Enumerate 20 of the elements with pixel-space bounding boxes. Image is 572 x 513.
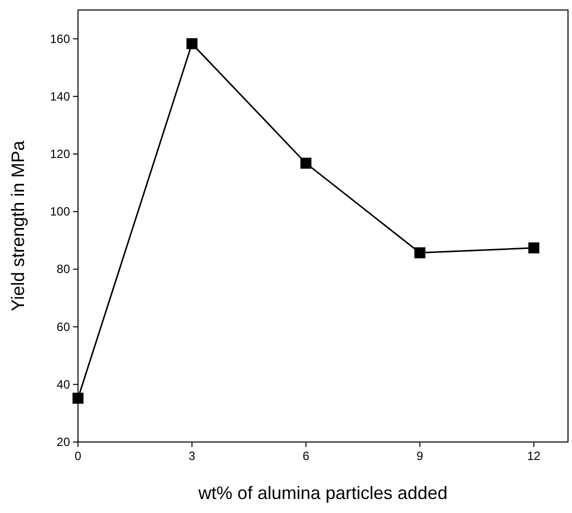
- point: [300, 158, 312, 169]
- x-tick-label: 12: [527, 449, 541, 463]
- y-tick-label: 120: [50, 147, 70, 161]
- y-axis-title: Yield strength in MPa: [8, 140, 28, 312]
- point: [528, 242, 540, 254]
- point: [414, 247, 426, 258]
- x-tick-label: 0: [74, 449, 82, 463]
- point: [186, 38, 198, 50]
- y-tick-label: 160: [50, 32, 70, 46]
- y-tick-label: 80: [56, 262, 70, 276]
- y-tick-label: 100: [50, 204, 70, 219]
- y-tick-label: 40: [56, 377, 70, 392]
- x-tick-label: 3: [188, 449, 196, 463]
- y-tick-label: 60: [56, 320, 70, 334]
- point: [72, 392, 84, 404]
- x-tick-label: 6: [302, 449, 310, 463]
- y-tick-label: 20: [56, 435, 70, 449]
- y-tick-label: 140: [50, 89, 70, 104]
- x-tick-label: 9: [416, 449, 424, 463]
- x-axis-title: wt% of alumina particles added: [197, 483, 448, 503]
